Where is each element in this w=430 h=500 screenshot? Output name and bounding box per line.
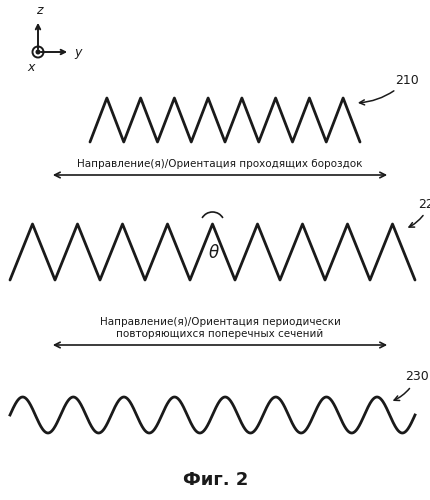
Circle shape <box>36 50 40 54</box>
Text: Направление(я)/Ориентация проходящих бороздок: Направление(я)/Ориентация проходящих бор… <box>77 159 362 169</box>
Text: Фиг. 2: Фиг. 2 <box>182 471 248 489</box>
Text: 220: 220 <box>408 198 430 227</box>
Text: Направление(я)/Ориентация периодически
повторяющихся поперечных сечений: Направление(я)/Ориентация периодически п… <box>99 318 340 339</box>
Text: y: y <box>74 46 81 59</box>
Text: 230: 230 <box>393 370 428 400</box>
Text: z: z <box>36 4 42 17</box>
Text: θ: θ <box>208 244 218 262</box>
Text: 210: 210 <box>359 74 418 105</box>
Text: x: x <box>27 61 34 74</box>
